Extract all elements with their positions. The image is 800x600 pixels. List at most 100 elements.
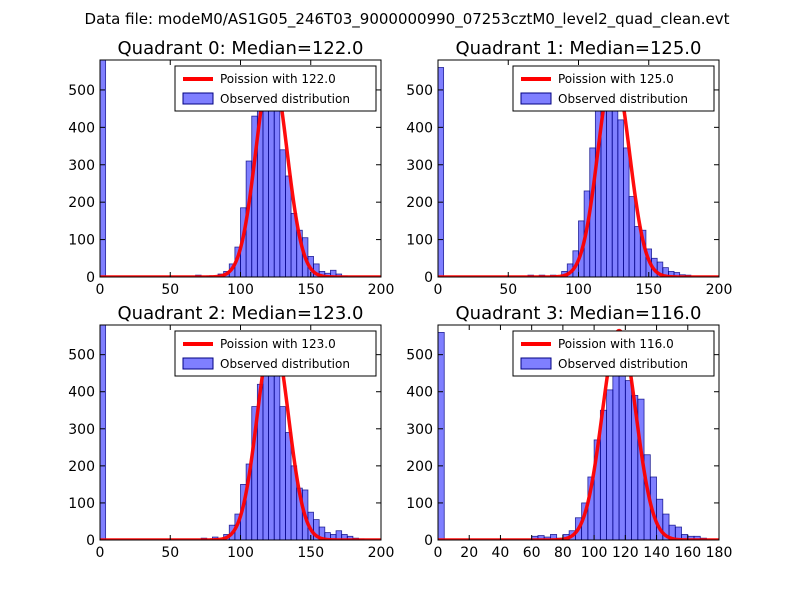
x-tick-label: 80 [554,545,572,561]
x-tick-label: 100 [227,282,254,298]
legend: Poission with 116.0 Observed distribution [512,330,715,377]
legend-patch-swatch [182,92,214,105]
x-tick-label: 150 [297,545,324,561]
x-tick-label: 50 [161,282,179,298]
x-tick-label: 50 [499,282,517,298]
y-tick-label: 100 [406,496,433,512]
quadrant-panel-1: Quadrant 1: Median=125.0 0 50 100 150 200 0 100… [406,38,732,298]
y-tick-label: 300 [406,422,433,438]
x-tick-label: 160 [674,545,701,561]
x-tick-label: 100 [227,545,254,561]
x-tick-label: 0 [434,545,443,561]
histogram-bar [285,175,292,277]
histogram-bar [285,432,292,540]
y-tick-label: 0 [424,533,433,549]
y-tick-label: 100 [68,233,95,249]
panel-title: Quadrant 2: Median=123.0 [118,303,364,324]
histogram-bar [611,85,619,277]
y-tick-label: 300 [406,158,433,174]
legend-patch-swatch [520,357,552,370]
y-tick-label: 0 [86,533,95,549]
y-tick-label: 500 [406,83,433,99]
histogram-bar [273,106,281,277]
x-tick-label: 0 [96,545,105,561]
x-tick-label: 20 [460,545,478,561]
histogram-bar [634,226,641,277]
x-tick-label: 100 [565,282,592,298]
x-tick-label: 50 [161,545,179,561]
y-tick-label: 200 [68,195,95,211]
quadrant-panel-3: Quadrant 3: Median=116.00 20 40 60 80 100 120 1… [406,303,732,561]
axes-frame [437,324,720,541]
y-tick-label: 500 [68,348,95,364]
histogram-bar [617,119,624,277]
y-tick-label: 200 [406,195,433,211]
histogram-bar [624,380,632,540]
histogram-bar [262,350,270,540]
histogram-bar [674,526,682,540]
y-tick-label: 300 [68,158,95,174]
panel-title: Quadrant 1: Median=125.0 [456,38,702,59]
y-tick-label: 100 [406,233,433,249]
x-tick-label: 120 [612,545,639,561]
histogram-bar [438,332,445,540]
y-tick-label: 200 [68,459,95,475]
y-tick-label: 400 [406,385,433,401]
histogram-bar [606,82,613,277]
y-tick-label: 500 [68,83,95,99]
x-tick-label: 150 [635,282,662,298]
x-tick-label: 0 [96,282,105,298]
figure-suptitle: Data file: modeM0/AS1G05_246T03_90000009… [85,10,730,29]
legend: Poission with 125.0 Observed distribution [512,65,715,112]
y-tick-label: 0 [424,270,433,286]
panel-title: Quadrant 0: Median=122.0 [118,38,364,59]
x-tick-label: 0 [434,282,443,298]
y-tick-label: 0 [86,270,95,286]
histogram-bar [100,60,107,277]
x-tick-label: 140 [643,545,670,561]
quadrant-panel-2: Quadrant 2: Median=123.0 0 50 100 150 200 0 100… [68,303,394,561]
x-tick-label: 40 [492,545,510,561]
x-tick-label: 200 [368,282,395,298]
legend-label-fit: Poission with 123.0 [220,337,336,351]
x-tick-label: 150 [297,282,324,298]
histogram-bar [438,67,445,277]
legend-label-observed: Observed distribution [220,357,350,371]
legend-label-fit: Poission with 122.0 [220,72,336,86]
legend-patch-swatch [182,357,214,370]
y-tick-label: 200 [406,459,433,475]
plot-area [438,328,719,540]
histogram-bar [268,82,275,277]
quadrant-panel-0: Quadrant 0: Median=122.0 0 50 100 150 200 0 100… [68,38,394,298]
y-tick-label: 400 [68,385,95,401]
x-tick-label: 100 [581,545,608,561]
x-tick-label: 60 [523,545,541,561]
y-tick-label: 400 [406,120,433,136]
histogram-bar [279,149,286,277]
x-tick-label: 200 [706,282,733,298]
histogram-bar [273,352,281,540]
histogram-bar [628,196,636,277]
histogram-bar [606,389,614,540]
poisson-fit-line [438,328,719,540]
legend-label-observed: Observed distribution [558,357,688,371]
y-tick-label: 100 [68,496,95,512]
legend-label-observed: Observed distribution [220,92,350,106]
histogram-bar [623,147,630,277]
y-tick-label: 500 [406,348,433,364]
legend-label-fit: Poission with 116.0 [558,337,674,351]
legend-label-fit: Poission with 125.0 [558,72,674,86]
x-tick-label: 200 [368,545,395,561]
histogram-bar [279,406,286,540]
histogram-bar [612,350,620,540]
panel-title: Quadrant 3: Median=116.0 [456,303,702,324]
x-tick-label: 180 [706,545,733,561]
legend-patch-swatch [520,92,552,105]
y-tick-label: 300 [68,422,95,438]
y-tick-label: 400 [68,120,95,136]
legend: Poission with 122.0 Observed distribution [174,65,377,112]
legend-label-observed: Observed distribution [558,92,688,106]
legend: Poission with 123.0 Observed distribution [174,330,377,377]
